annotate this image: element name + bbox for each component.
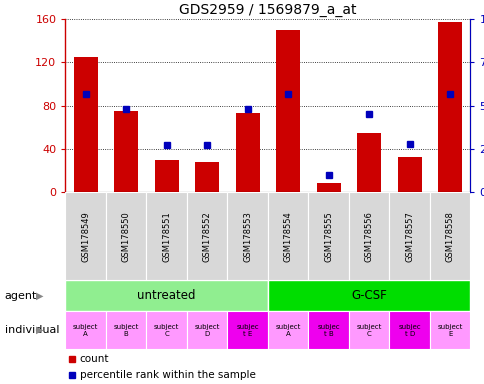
Bar bbox=[275, 30, 300, 192]
Bar bbox=[308, 192, 348, 280]
Bar bbox=[186, 311, 227, 349]
Bar bbox=[437, 22, 461, 192]
Text: count: count bbox=[79, 354, 109, 364]
Text: GSM178549: GSM178549 bbox=[81, 211, 90, 262]
Bar bbox=[348, 311, 389, 349]
Text: GSM178556: GSM178556 bbox=[364, 211, 373, 262]
Bar bbox=[389, 192, 429, 280]
Text: GSM178550: GSM178550 bbox=[121, 211, 131, 262]
Text: G-CSF: G-CSF bbox=[350, 289, 386, 302]
Title: GDS2959 / 1569879_a_at: GDS2959 / 1569879_a_at bbox=[179, 3, 356, 17]
Bar bbox=[186, 192, 227, 280]
Bar bbox=[429, 192, 469, 280]
Bar bbox=[267, 311, 308, 349]
Text: subject
A: subject A bbox=[73, 324, 98, 337]
Bar bbox=[146, 192, 186, 280]
Text: subjec
t D: subjec t D bbox=[397, 324, 420, 337]
Bar bbox=[65, 280, 267, 311]
Text: subject
C: subject C bbox=[356, 324, 381, 337]
Text: subject
C: subject C bbox=[154, 324, 179, 337]
Text: subjec
t B: subjec t B bbox=[317, 324, 339, 337]
Text: GSM178557: GSM178557 bbox=[404, 211, 413, 262]
Text: subject
E: subject E bbox=[437, 324, 462, 337]
Bar bbox=[267, 280, 469, 311]
Bar bbox=[308, 311, 348, 349]
Text: ▶: ▶ bbox=[36, 291, 44, 301]
Bar bbox=[65, 192, 106, 280]
Text: GSM178554: GSM178554 bbox=[283, 211, 292, 262]
Bar bbox=[106, 192, 146, 280]
Text: subject
D: subject D bbox=[194, 324, 219, 337]
Bar bbox=[389, 311, 429, 349]
Text: percentile rank within the sample: percentile rank within the sample bbox=[79, 370, 255, 381]
Bar bbox=[65, 311, 106, 349]
Text: GSM178551: GSM178551 bbox=[162, 211, 171, 262]
Text: GSM178555: GSM178555 bbox=[323, 211, 333, 262]
Bar bbox=[227, 311, 267, 349]
Bar bbox=[146, 311, 186, 349]
Text: GSM178552: GSM178552 bbox=[202, 211, 212, 262]
Bar bbox=[267, 192, 308, 280]
Text: subject
B: subject B bbox=[113, 324, 138, 337]
Bar bbox=[114, 111, 138, 192]
Text: untreated: untreated bbox=[137, 289, 196, 302]
Bar bbox=[74, 57, 98, 192]
Bar bbox=[316, 184, 340, 192]
Bar bbox=[397, 157, 421, 192]
Text: agent: agent bbox=[5, 291, 37, 301]
Bar bbox=[195, 162, 219, 192]
Bar bbox=[348, 192, 389, 280]
Bar bbox=[227, 192, 267, 280]
Bar bbox=[429, 311, 469, 349]
Text: subjec
t E: subjec t E bbox=[236, 324, 258, 337]
Bar bbox=[356, 132, 380, 192]
Text: subject
A: subject A bbox=[275, 324, 300, 337]
Bar bbox=[235, 113, 259, 192]
Text: individual: individual bbox=[5, 325, 59, 335]
Bar bbox=[106, 311, 146, 349]
Text: GSM178558: GSM178558 bbox=[445, 211, 454, 262]
Bar bbox=[154, 160, 179, 192]
Text: ▶: ▶ bbox=[36, 325, 44, 335]
Text: GSM178553: GSM178553 bbox=[242, 211, 252, 262]
